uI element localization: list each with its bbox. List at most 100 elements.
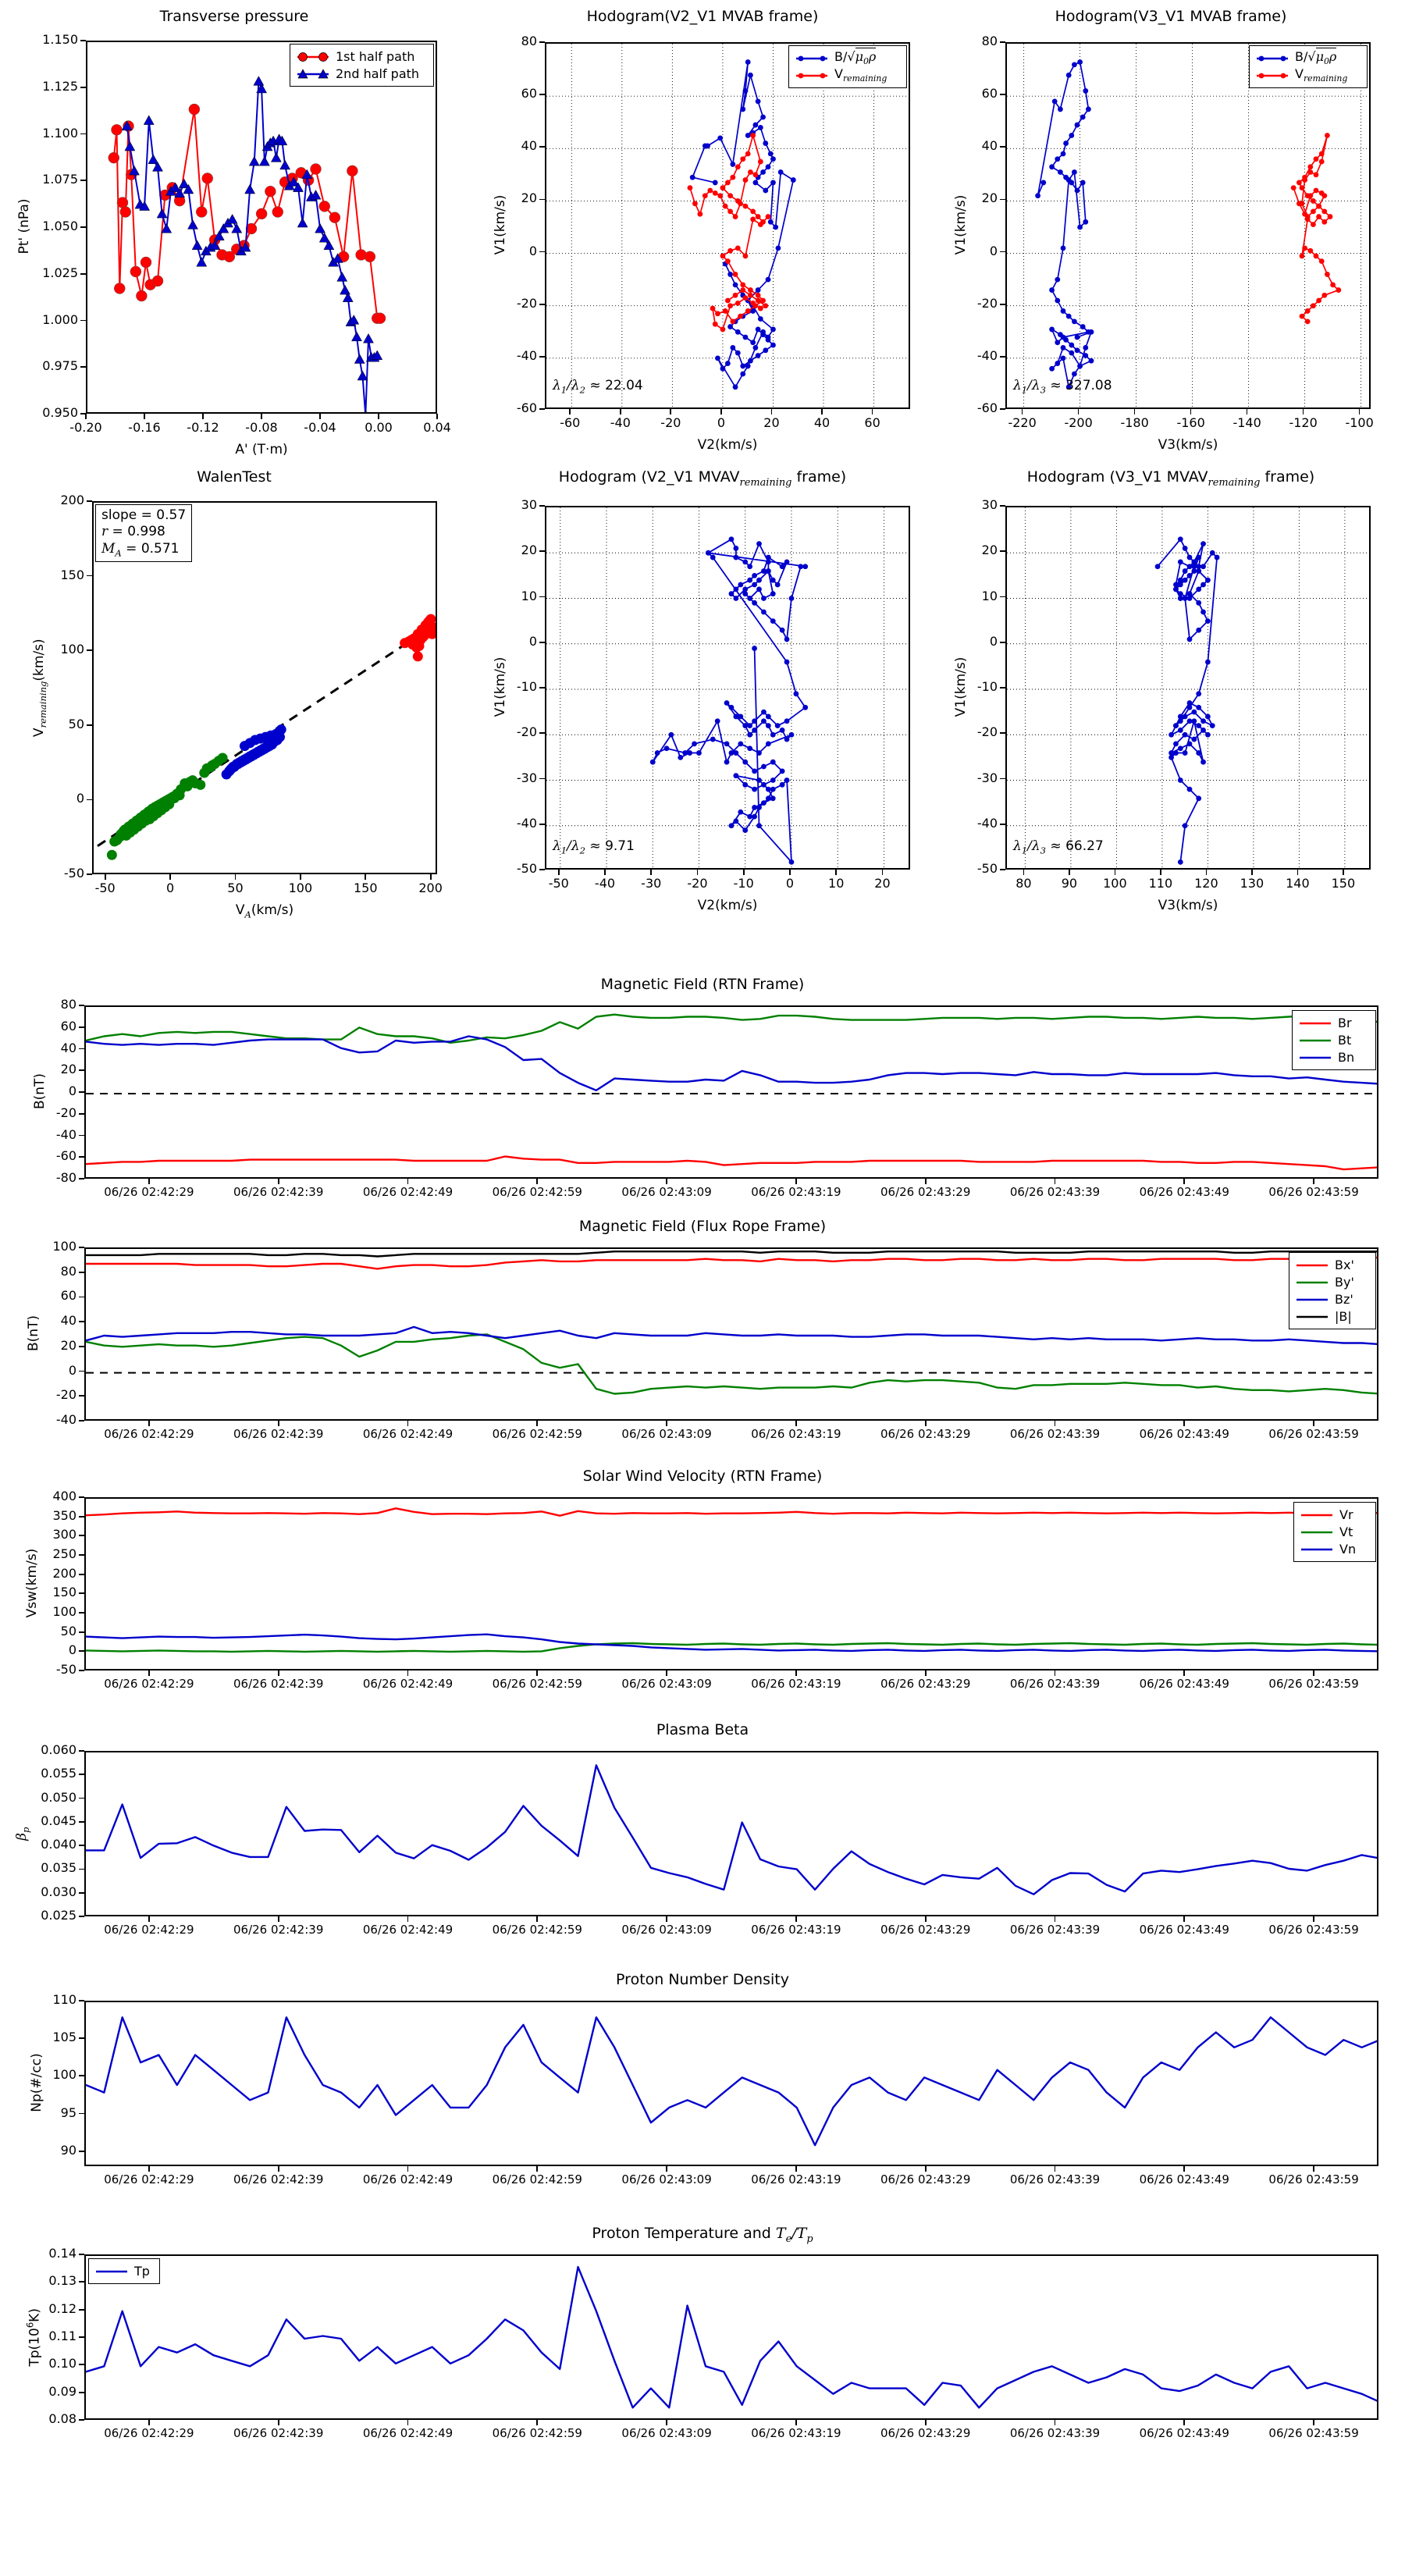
- plasma-beta-panel-xtick-label: 06/26 02:42:59: [492, 1923, 582, 1937]
- hodogram-v2v1-mvav-panel-ytick-mark: [539, 687, 545, 688]
- proton-number-density-panel-xtick-label: 06/26 02:42:59: [492, 2172, 582, 2186]
- hodogram-v3v1-mvab-panel-xtick-label: -100: [1345, 415, 1374, 430]
- hodogram-v2v1-mvav-panel-xtick-mark: [604, 870, 606, 875]
- transverse-pressure-panel-xtick-mark: [202, 414, 204, 419]
- hodogram-v2v1-mvab-panel-xtick-mark: [871, 409, 873, 415]
- plasma-beta-panel-xtick-label: 06/26 02:42:49: [362, 1923, 454, 1937]
- proton-temperature-panel-ytick-mark: [79, 2391, 84, 2393]
- hodogram-v2v1-mvav-panel-xtick-label: -20: [687, 876, 708, 891]
- magnetic-field-rtn-panel: Magnetic Field (RTN Frame) 80 60 40 20 0 -20 -4…: [0, 976, 1405, 1218]
- proton-number-density-panel-xtick-mark: [1054, 2166, 1056, 2172]
- proton-number-density-panel-ytick-label: 100: [52, 2067, 76, 2083]
- hodogram-v2v1-mvab-panel-ylabel: V1(km/s): [493, 194, 508, 255]
- hodogram-v2v1-mvav-panel-xtick-label: -30: [641, 876, 662, 891]
- hodogram-v2v1-mvav-panel-xtick-label: 20: [874, 876, 891, 891]
- hodogram-v2v1-mvav-panel-xtick-mark: [835, 870, 838, 875]
- solar-wind-velocity-panel-xtick-label: 06/26 02:42:39: [233, 1677, 324, 1691]
- plasma-beta-panel-xtick-mark: [277, 1916, 279, 1922]
- transverse-pressure-panel-xtick-label: -0.08: [245, 420, 278, 435]
- proton-temperature-panel-ytick-label: 0.14: [48, 2246, 76, 2261]
- proton-number-density-panel-plot-frame: [84, 2001, 1378, 2166]
- solar-wind-velocity-panel-ytick-mark: [79, 1573, 84, 1575]
- magnetic-field-fluxrope-panel-ylabel: B(nT): [26, 1315, 41, 1352]
- hodogram-v2v1-mvab-panel-ytick-label: 20: [521, 190, 537, 206]
- proton-temperature-panel-xtick-label: 06/26 02:43:39: [1009, 2426, 1101, 2440]
- walen-test-panel-title: WalenTest: [197, 468, 272, 486]
- hodogram-v2v1-mvab-panel-xtick-label: 0: [717, 415, 726, 430]
- hodogram-v3v1-mvav-panel-title: Hodogram (V3_V1 MVAVremaining frame): [1026, 468, 1315, 489]
- proton-temperature-panel-ytick-mark: [79, 2419, 84, 2421]
- magnetic-field-fluxrope-panel-ytick-label: 80: [60, 1263, 76, 1279]
- walen-test-panel-xtick-label: 200: [418, 881, 443, 895]
- walen-test-panel-ytick-mark: [87, 500, 92, 502]
- proton-temperature-panel-xtick-label: 06/26 02:42:59: [492, 2426, 582, 2440]
- hodogram-v3v1-mvab-panel-xtick-mark: [1302, 409, 1304, 415]
- magnetic-field-fluxrope-panel-ytick-mark: [79, 1296, 84, 1298]
- hodogram-v3v1-mvab-panel-ytick-mark: [1000, 355, 1005, 358]
- proton-number-density-panel-xtick-mark: [666, 2166, 667, 2172]
- magnetic-field-fluxrope-panel-xtick-label: 06/26 02:43:09: [621, 1427, 712, 1441]
- walen-test-panel-xtick-mark: [299, 874, 301, 880]
- hodogram-v2v1-mvab-panel-ytick-label: 60: [521, 86, 537, 101]
- hodogram-v2v1-mvav-panel-ytick-label: -10: [516, 679, 537, 694]
- plasma-beta-panel-ytick-mark: [79, 1797, 84, 1799]
- proton-number-density-panel-xtick-label: 06/26 02:42:49: [362, 2172, 454, 2186]
- proton-number-density-panel-xtick-label: 06/26 02:42:29: [104, 2172, 194, 2186]
- legend-label: By': [1335, 1274, 1354, 1290]
- solar-wind-velocity-panel-ytick-label: 150: [52, 1585, 76, 1600]
- hodogram-v2v1-mvab-panel-xlabel: V2(km/s): [697, 437, 758, 453]
- hodogram-v3v1-mvab-panel: Hodogram(V3_V1 MVAB frame) 80 60 40 20 0 -20 -4…: [937, 8, 1405, 453]
- hodogram-v3v1-mvav-panel-ytick-mark: [1000, 823, 1005, 825]
- hodogram-v3v1-mvav-panel-ytick-mark: [1000, 596, 1005, 598]
- solar-wind-velocity-panel-ytick-label: 100: [52, 1604, 76, 1619]
- legend-label: Vn: [1339, 1541, 1357, 1557]
- hodogram-v2v1-mvab-panel-xtick-label: 60: [864, 415, 880, 430]
- hodogram-v3v1-mvab-panel-ytick-mark: [1000, 94, 1005, 96]
- solar-wind-velocity-panel-xtick-mark: [407, 1670, 409, 1676]
- transverse-pressure-panel-xtick-label: -0.16: [128, 420, 161, 435]
- magnetic-field-fluxrope-panel-xtick-mark: [1183, 1421, 1186, 1426]
- magnetic-field-rtn-panel-ytick-mark: [79, 1091, 84, 1093]
- proton-temperature-panel-xtick-mark: [1313, 2420, 1314, 2425]
- magnetic-field-rtn-panel-xtick-mark: [1054, 1179, 1056, 1184]
- legend-label: Bt: [1338, 1032, 1352, 1048]
- hodogram-v2v1-mvab-panel-ytick-label: 0: [528, 243, 537, 258]
- walen-test-panel-ytick-label: 200: [60, 493, 84, 507]
- legend-label: |B|: [1335, 1308, 1352, 1324]
- solar-wind-velocity-panel-ytick-label: 200: [52, 1565, 76, 1581]
- magnetic-field-fluxrope-panel: Magnetic Field (Flux Rope Frame) 100 80 60 4…: [0, 1218, 1405, 1460]
- walen-test-panel-xtick-label: -50: [94, 881, 116, 895]
- legend-row: Vt: [1300, 1523, 1370, 1540]
- transverse-pressure-panel-ytick-mark: [80, 133, 86, 135]
- hodogram-v3v1-mvab-panel-xtick-label: -180: [1120, 415, 1149, 430]
- transverse-pressure-panel-plot-frame: [86, 41, 437, 414]
- magnetic-field-fluxrope-panel-title: Magnetic Field (Flux Rope Frame): [578, 1218, 827, 1235]
- hodogram-v3v1-mvav-panel-ytick-label: 30: [981, 497, 998, 512]
- hodogram-v2v1-mvav-panel-ytick-mark: [539, 596, 545, 598]
- hodogram-v3v1-mvav-panel-xtick-mark: [1251, 870, 1253, 875]
- solar-wind-velocity-panel-xtick-mark: [1313, 1670, 1314, 1676]
- legend-row: Vremaining: [1255, 66, 1361, 84]
- hodogram-v2v1-mvav-panel-ytick-mark: [539, 869, 545, 870]
- proton-number-density-panel-ytick-mark: [79, 2037, 84, 2040]
- hodogram-v3v1-mvav-panel-xtick-mark: [1069, 870, 1070, 875]
- hodogram-v2v1-mvab-panel-xtick-label: -40: [610, 415, 631, 430]
- legend-row: Bz': [1295, 1290, 1370, 1308]
- solar-wind-velocity-panel-xtick-mark: [536, 1670, 539, 1676]
- magnetic-field-rtn-panel-xtick-mark: [148, 1179, 150, 1184]
- hodogram-v2v1-mvav-panel-ytick-label: -30: [516, 770, 537, 785]
- legend-label: Br: [1338, 1015, 1352, 1030]
- hodogram-v3v1-mvav-panel-annotation: λ1/λ3 ≈ 66.27: [1013, 838, 1104, 856]
- hodogram-v3v1-mvav-panel-xtick-mark: [1205, 870, 1208, 875]
- hodogram-v2v1-mvav-panel-xtick-mark: [557, 870, 560, 875]
- hodogram-v2v1-mvav-panel-xtick-mark: [650, 870, 653, 875]
- hodogram-v3v1-mvav-panel-xtick-mark: [1297, 870, 1299, 875]
- magnetic-field-rtn-panel-ytick-label: 80: [60, 997, 76, 1012]
- magnetic-field-fluxrope-panel-ytick-mark: [79, 1420, 84, 1421]
- hodogram-v3v1-mvav-panel-xtick-label: 80: [1016, 876, 1032, 891]
- plasma-beta-panel-xtick-mark: [536, 1916, 539, 1922]
- plasma-beta-panel-ytick-mark: [79, 1891, 84, 1894]
- hodogram-v3v1-mvav-panel-xlabel: V3(km/s): [1158, 898, 1218, 913]
- plasma-beta-panel-plot-frame: [84, 1751, 1378, 1916]
- magnetic-field-rtn-panel-xtick-label: 06/26 02:43:49: [1139, 1185, 1229, 1199]
